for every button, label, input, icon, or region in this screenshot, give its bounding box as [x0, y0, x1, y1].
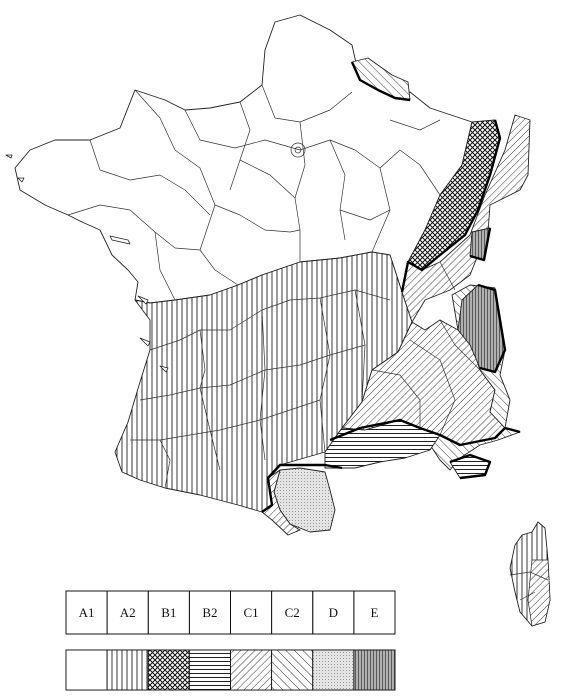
legend-swatch-c1 [230, 649, 273, 691]
legend-swatch-a2 [106, 649, 149, 691]
legend-labels: A1 A2 B1 B2 C1 C2 D E [65, 590, 396, 635]
legend-swatches [65, 649, 396, 691]
legend-swatch-e [353, 649, 396, 691]
legend-label-b2: B2 [202, 605, 217, 620]
france-mainland [5, 14, 531, 536]
legend-swatch-b2 [188, 649, 231, 691]
legend-label-d: D [329, 605, 338, 620]
legend-swatch-a1 [65, 649, 108, 691]
corsica-east-zone [527, 559, 551, 627]
corsica [509, 521, 551, 627]
legend-label-e: E [370, 605, 378, 620]
corsica-borders [509, 571, 549, 601]
legend-label-a1: A1 [79, 605, 95, 620]
legend-swatch-b1 [147, 649, 190, 691]
department-borders [67, 84, 481, 489]
legend-label-cell-e [353, 590, 396, 635]
coastal-islands [5, 154, 169, 373]
legend-label-c2: C2 [285, 605, 300, 620]
legend-label-a2: A2 [120, 605, 136, 620]
legend-label-c1: C1 [243, 605, 258, 620]
legend-label-b1: B1 [161, 605, 176, 620]
legend-swatch-d [312, 649, 355, 691]
zone-a1-north [14, 14, 473, 304]
paris-area [290, 142, 306, 158]
legend-swatch-c2 [271, 649, 314, 691]
legend: A1 A2 B1 B2 C1 C2 D E [65, 590, 396, 691]
zone-boundaries [261, 61, 521, 513]
